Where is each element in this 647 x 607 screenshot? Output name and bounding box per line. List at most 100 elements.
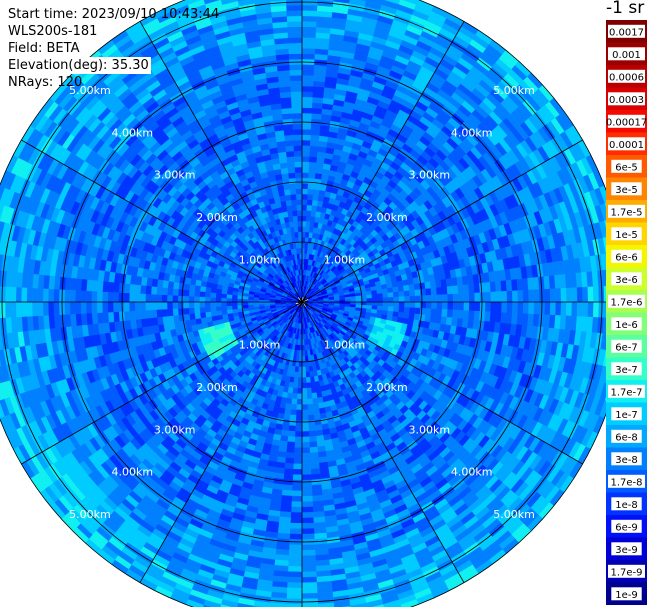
range-bin bbox=[544, 288, 551, 303]
range-bin bbox=[425, 308, 432, 316]
range-bin bbox=[307, 188, 315, 195]
range-bin bbox=[310, 134, 320, 142]
range-bin bbox=[403, 284, 410, 292]
range-bin bbox=[414, 307, 421, 315]
range-bin bbox=[301, 404, 308, 411]
range-bin bbox=[310, 462, 320, 470]
range-bin bbox=[292, 479, 303, 486]
range-bin bbox=[284, 462, 294, 470]
range-bin bbox=[309, 150, 319, 158]
range-bin bbox=[490, 301, 497, 313]
range-bin bbox=[301, 398, 308, 405]
range-bin bbox=[301, 592, 318, 600]
range-bin bbox=[301, 231, 306, 238]
range-bin bbox=[419, 288, 427, 297]
range-bin bbox=[306, 204, 313, 211]
range-bin bbox=[517, 301, 524, 314]
range-bin bbox=[301, 501, 313, 508]
range-bin bbox=[301, 107, 313, 114]
range-bin bbox=[413, 313, 421, 321]
range-bin bbox=[365, 0, 384, 5]
range-bin bbox=[446, 309, 454, 319]
range-bin bbox=[296, 388, 303, 395]
range-bin bbox=[301, 474, 312, 481]
range-bin bbox=[301, 123, 312, 130]
range-bin bbox=[355, 301, 362, 306]
range-bin bbox=[301, 134, 312, 141]
range-bin bbox=[377, 297, 384, 303]
range-bin bbox=[306, 387, 312, 394]
range-bin bbox=[413, 283, 421, 291]
range-bin bbox=[463, 292, 470, 303]
range-bin bbox=[290, 403, 297, 411]
range-bin bbox=[376, 289, 383, 295]
range-bin bbox=[305, 371, 311, 378]
range-bin bbox=[457, 284, 465, 295]
range-bin bbox=[305, 366, 310, 373]
range-bin bbox=[404, 301, 411, 308]
range-bin bbox=[290, 517, 303, 524]
range-bin bbox=[301, 101, 313, 109]
range-bin bbox=[301, 512, 314, 519]
range-bin bbox=[280, 500, 292, 508]
range-bin bbox=[301, 172, 310, 179]
range-bin bbox=[382, 301, 389, 307]
range-bin bbox=[478, 282, 486, 293]
range-bin bbox=[301, 91, 314, 98]
range-bin bbox=[522, 289, 530, 303]
range-bin bbox=[430, 287, 438, 296]
range-bin bbox=[307, 183, 315, 190]
range-bin bbox=[301, 74, 315, 82]
range-bin bbox=[463, 301, 470, 312]
range-bin bbox=[301, 495, 313, 503]
range-bin bbox=[473, 310, 481, 321]
range-bin bbox=[565, 287, 573, 303]
range-bin bbox=[344, 296, 351, 300]
range-bin bbox=[436, 294, 443, 303]
range-bin bbox=[506, 290, 513, 303]
range-bin bbox=[359, 0, 367, 2]
range-bin bbox=[468, 283, 475, 294]
range-bin bbox=[398, 306, 405, 313]
range-bin bbox=[310, 473, 321, 481]
range-bin bbox=[447, 301, 454, 311]
range-bin bbox=[289, 522, 303, 530]
range-bin bbox=[309, 139, 320, 147]
range-bin bbox=[403, 307, 411, 314]
range-bin bbox=[501, 301, 508, 313]
range-bin bbox=[301, 582, 318, 589]
range-bin bbox=[298, 355, 303, 362]
range-bin bbox=[301, 209, 308, 216]
range-bin bbox=[431, 301, 438, 310]
range-bin bbox=[311, 113, 323, 120]
range-bin bbox=[311, 397, 319, 405]
range-bin bbox=[295, 409, 303, 416]
range-bin bbox=[283, 473, 294, 481]
range-bin bbox=[301, 382, 307, 389]
range-bin bbox=[309, 145, 319, 152]
range-bin bbox=[308, 430, 317, 438]
range-bin bbox=[457, 309, 465, 320]
range-bin bbox=[533, 289, 540, 303]
range-bin bbox=[462, 284, 470, 294]
range-bin bbox=[310, 129, 321, 136]
range-bin bbox=[283, 413, 291, 421]
range-bin bbox=[452, 309, 459, 319]
range-bin bbox=[288, 555, 303, 562]
range-bin bbox=[293, 452, 303, 459]
range-bin bbox=[576, 301, 584, 317]
range-bin bbox=[295, 420, 303, 427]
range-bin bbox=[301, 166, 310, 173]
range-bin bbox=[312, 96, 324, 104]
range-bin bbox=[301, 479, 312, 486]
range-bin bbox=[549, 301, 557, 316]
range-bin bbox=[409, 295, 416, 303]
range-bin bbox=[425, 294, 432, 303]
range-bin bbox=[307, 414, 315, 421]
range-bin bbox=[387, 287, 394, 294]
range-bin bbox=[528, 289, 535, 303]
range-bin bbox=[301, 490, 313, 497]
range-bin bbox=[311, 484, 323, 491]
range-bin bbox=[592, 286, 600, 303]
range-bin bbox=[293, 447, 303, 454]
